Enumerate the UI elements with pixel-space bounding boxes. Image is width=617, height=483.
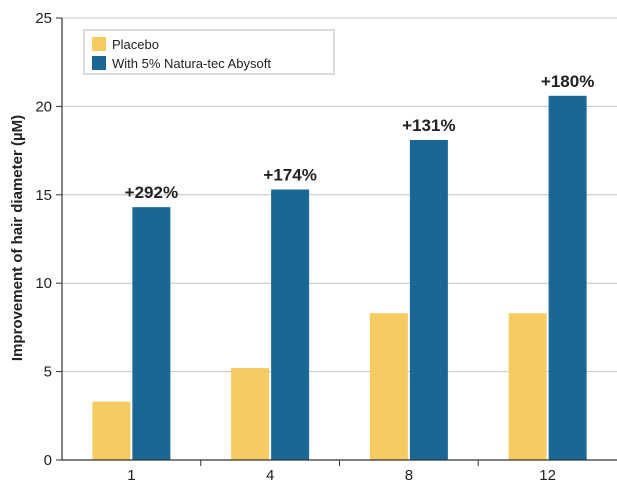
bar-abysoft-1: [132, 207, 171, 460]
bar-placebo-4: [231, 368, 270, 460]
bar-placebo-8: [369, 313, 408, 460]
bar-abysoft-12: [548, 95, 587, 461]
y-tick-label-20: 20: [35, 98, 52, 115]
legend: Placebo With 5% Natura-tec Abysoft: [83, 29, 335, 75]
y-tick-label-15: 15: [35, 187, 52, 204]
data-labels: +292% +174% +131% +180%: [125, 72, 595, 202]
axes: [56, 17, 617, 466]
bar-abysoft-4: [271, 189, 310, 460]
bar-abysoft-8: [409, 139, 448, 460]
y-tick-label-0: 0: [44, 452, 52, 469]
y-tick-label-25: 25: [35, 10, 52, 27]
legend-label-abysoft: With 5% Natura-tec Abysoft: [112, 56, 271, 71]
x-tick-label-1: 1: [127, 467, 135, 483]
legend-label-placebo: Placebo: [112, 37, 159, 52]
data-label-4: +174%: [263, 165, 316, 184]
bar-placebo-12: [508, 313, 547, 460]
y-tick-labels: 0 5 10 15 20 25: [35, 10, 52, 469]
legend-swatch-placebo: [92, 37, 106, 51]
x-tick-labels: 1 4 8 12: [127, 467, 556, 483]
y-axis-title: Improvement of hair diameter (µM): [9, 115, 26, 361]
bars: [92, 95, 587, 461]
x-tick-label-12: 12: [539, 467, 556, 483]
bar-placebo-1: [92, 401, 131, 460]
x-tick-label-8: 8: [405, 467, 413, 483]
legend-swatch-abysoft: [92, 56, 106, 70]
y-tick-label-10: 10: [35, 275, 52, 292]
x-tick-label-4: 4: [266, 467, 274, 483]
data-label-12: +180%: [541, 72, 594, 91]
y-tick-label-5: 5: [44, 364, 52, 381]
data-label-8: +131%: [402, 116, 455, 135]
data-label-1: +292%: [125, 183, 178, 202]
legend-box: [83, 29, 335, 75]
